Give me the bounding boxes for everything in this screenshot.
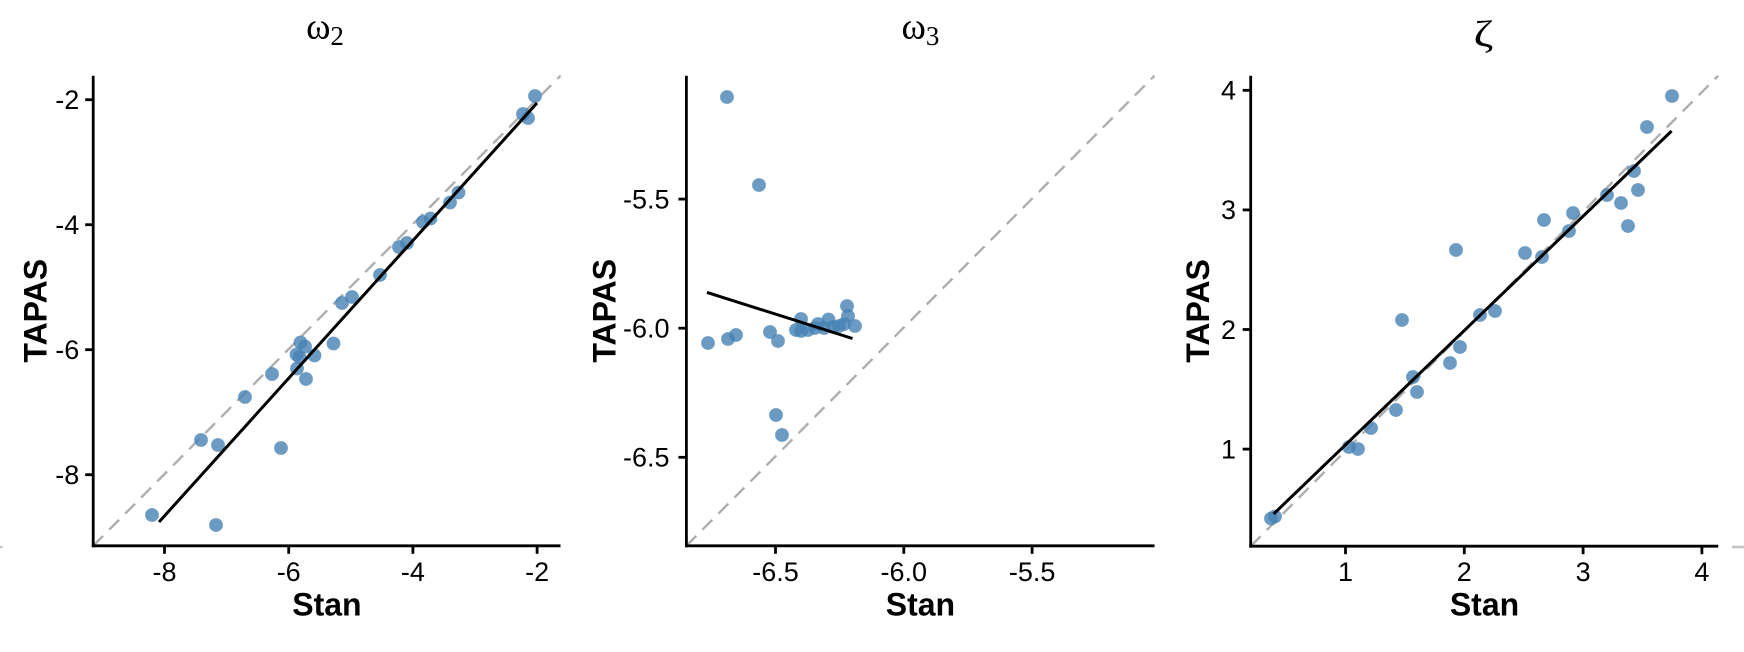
svg-text:ω3: ω3 <box>901 7 939 52</box>
svg-text:-6.0: -6.0 <box>881 557 928 587</box>
svg-text:2: 2 <box>1457 557 1472 587</box>
svg-text:-8: -8 <box>152 557 176 587</box>
svg-text:-5.5: -5.5 <box>1009 557 1056 587</box>
svg-text:TAPAS: TAPAS <box>1180 259 1216 363</box>
svg-text:4: 4 <box>1221 76 1236 106</box>
svg-text:3: 3 <box>1221 195 1236 225</box>
svg-text:Stan: Stan <box>1450 586 1519 622</box>
svg-text:1: 1 <box>1221 434 1236 464</box>
svg-text:-6: -6 <box>55 335 79 365</box>
svg-text:-6.0: -6.0 <box>623 314 670 344</box>
svg-text:-6.5: -6.5 <box>752 557 799 587</box>
svg-text:-2: -2 <box>55 85 79 115</box>
svg-text:ζ: ζ <box>1474 15 1494 55</box>
svg-text:-4: -4 <box>401 557 425 587</box>
svg-text:TAPAS: TAPAS <box>18 259 54 363</box>
svg-text:-5.5: -5.5 <box>623 184 670 214</box>
svg-text:3: 3 <box>1576 557 1591 587</box>
svg-text:-6: -6 <box>277 557 301 587</box>
svg-text:-8: -8 <box>55 460 79 490</box>
svg-text:Stan: Stan <box>292 586 361 622</box>
svg-text:-2: -2 <box>525 557 549 587</box>
svg-text:-4: -4 <box>55 210 79 240</box>
svg-text:2: 2 <box>1221 315 1236 345</box>
svg-text:4: 4 <box>1694 557 1709 587</box>
svg-text:1: 1 <box>1338 557 1353 587</box>
svg-text:TAPAS: TAPAS <box>587 259 623 363</box>
svg-text:Stan: Stan <box>886 586 955 622</box>
svg-text:-6.5: -6.5 <box>623 443 670 473</box>
